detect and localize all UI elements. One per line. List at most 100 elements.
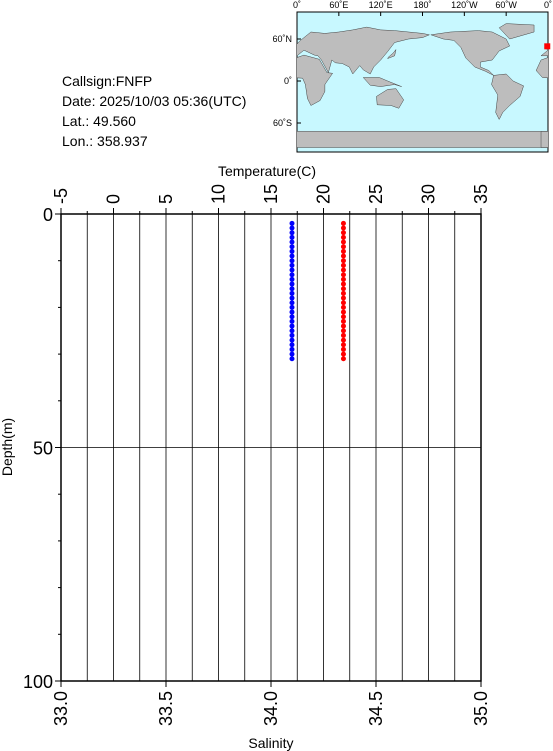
top-tick-label: 0 — [104, 194, 124, 204]
data-point — [340, 234, 346, 240]
continent — [387, 49, 397, 60]
data-point — [289, 328, 295, 334]
map-lat-label: 60˚S — [273, 118, 292, 128]
data-point — [340, 281, 346, 287]
continent — [297, 26, 431, 75]
info-line: Date: 2025/10/03 05:36(UTC) — [62, 93, 246, 109]
data-point — [340, 356, 346, 362]
data-point — [289, 262, 295, 268]
data-point — [289, 356, 295, 362]
top-tick-label: 10 — [209, 184, 229, 204]
y-tick-label: 0 — [43, 205, 53, 225]
station-marker — [544, 43, 551, 50]
data-point — [340, 309, 346, 315]
data-point — [340, 276, 346, 282]
y-axis-label: Depth(m) — [0, 418, 15, 476]
data-point — [289, 286, 295, 292]
info-line: Callsign:FNFP — [62, 73, 152, 89]
data-point — [340, 290, 346, 296]
data-point — [289, 281, 295, 287]
data-point — [340, 258, 346, 264]
continent — [491, 73, 524, 121]
data-point — [340, 351, 346, 357]
data-point — [289, 234, 295, 240]
bottom-tick-label: 33.5 — [156, 691, 176, 726]
top-tick-label: -5 — [51, 188, 71, 204]
info-line: Lat.: 49.560 — [62, 113, 136, 129]
data-point — [340, 248, 346, 254]
map-lon-label: 120˚E — [369, 0, 393, 10]
continent — [540, 131, 548, 148]
map-lon-label: 0˚ — [293, 0, 301, 10]
data-point — [289, 351, 295, 357]
data-point — [340, 272, 346, 278]
bottom-tick-label: 34.0 — [261, 691, 281, 726]
data-point — [340, 244, 346, 250]
land — [180, 23, 548, 148]
continent — [498, 23, 535, 40]
data-point — [289, 346, 295, 352]
y-tick-label: 100 — [23, 672, 53, 692]
continent — [297, 54, 333, 106]
continent — [180, 31, 259, 76]
data-point — [289, 300, 295, 306]
map-lon-label: 120˚W — [451, 0, 478, 10]
data-point — [340, 253, 346, 259]
data-point — [289, 342, 295, 348]
top-tick-label: 35 — [471, 184, 491, 204]
continent — [362, 77, 402, 87]
info-line: Lon.: 358.937 — [62, 133, 148, 149]
data-point — [340, 304, 346, 310]
data-point — [340, 342, 346, 348]
map-lon-label: 0˚ — [544, 0, 552, 10]
continent — [376, 88, 404, 109]
data-point — [289, 244, 295, 250]
data-point — [289, 304, 295, 310]
data-point — [289, 337, 295, 343]
bottom-axis-label: Salinity — [248, 735, 293, 751]
map-lon-label: 180˚ — [413, 0, 431, 10]
data-point — [289, 253, 295, 259]
data-point — [289, 323, 295, 329]
data-point — [340, 328, 346, 334]
data-point — [289, 309, 295, 315]
world-map — [180, 11, 551, 153]
data-point — [289, 314, 295, 320]
data-point — [289, 225, 295, 231]
plot — [55, 208, 482, 687]
continent — [535, 57, 548, 79]
data-point — [340, 295, 346, 301]
data-point — [340, 225, 346, 231]
top-tick-label: 30 — [419, 184, 439, 204]
map-lat-label: 0˚ — [284, 76, 292, 86]
data-point — [289, 267, 295, 273]
map-lon-label: 60˚W — [495, 0, 517, 10]
data-point — [289, 220, 295, 226]
data-point — [289, 248, 295, 254]
top-tick-label: 25 — [366, 184, 386, 204]
data-point — [340, 346, 346, 352]
map-lat-label: 60˚N — [272, 34, 292, 44]
data-point — [340, 332, 346, 338]
data-point — [289, 318, 295, 324]
data-point — [289, 239, 295, 245]
data-point — [289, 295, 295, 301]
top-tick-label: 15 — [261, 184, 281, 204]
data-point — [340, 286, 346, 292]
continent — [297, 131, 548, 148]
top-tick-label: 5 — [156, 194, 176, 204]
top-tick-label: 20 — [314, 184, 334, 204]
data-point — [340, 267, 346, 273]
data-point — [340, 314, 346, 320]
data-point — [289, 332, 295, 338]
data-point — [340, 323, 346, 329]
data-point — [340, 262, 346, 268]
continent — [430, 30, 510, 76]
data-point — [340, 337, 346, 343]
data-point — [340, 300, 346, 306]
data-point — [340, 239, 346, 245]
bottom-tick-label: 34.5 — [366, 691, 386, 726]
data-point — [289, 272, 295, 278]
data-point — [340, 318, 346, 324]
